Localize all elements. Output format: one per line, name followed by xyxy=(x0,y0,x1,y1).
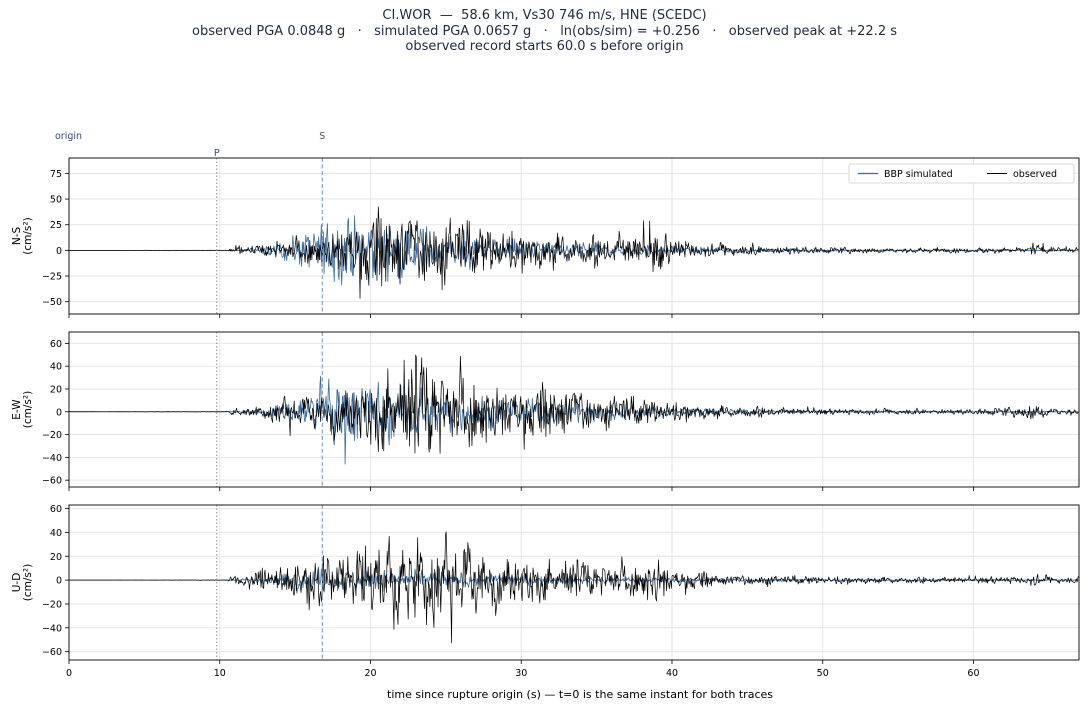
y-tick-label: 60 xyxy=(50,504,62,515)
x-tick-label: 0 xyxy=(66,668,72,679)
panel-frame xyxy=(68,157,1080,315)
legend-box xyxy=(848,163,1075,184)
y-axis-label: E-W(cm/s²) xyxy=(11,391,34,428)
x-tick-label: 20 xyxy=(364,668,376,679)
y-tick-label: −60 xyxy=(42,647,62,658)
panel-1: −50 −25 0 25 50 75 N-S(cm/s²) xyxy=(11,157,1080,318)
s-marker-label: S xyxy=(319,131,325,142)
y-tick-label: −60 xyxy=(42,476,62,487)
observed-trace xyxy=(69,206,1079,299)
chart-title: CI.WOR — 58.6 km, Vs30 746 m/s, HNE (SCE… xyxy=(0,8,1089,55)
legend-observed-label: observed xyxy=(1013,169,1057,180)
y-tick-label: −40 xyxy=(42,623,62,634)
y-tick-label: −50 xyxy=(42,297,62,308)
y-tick-label: −20 xyxy=(42,430,62,441)
x-tick-label: 60 xyxy=(967,668,979,679)
x-tick-label: 30 xyxy=(515,668,527,679)
p-marker-label: P xyxy=(214,148,220,159)
y-tick-label: 20 xyxy=(50,552,62,563)
y-tick-label: 20 xyxy=(50,384,62,395)
x-tick-label: 10 xyxy=(214,668,226,679)
observed-trace xyxy=(69,531,1079,644)
x-axis-label: time since rupture origin (s) — t=0 is t… xyxy=(387,688,773,701)
panel-3: −60 −40 −20 0 20 40 60 0 10 20 30 40 50 60 U-D(cm/s²) xyxy=(11,504,1080,679)
origin-marker-label: origin xyxy=(55,131,82,142)
x-tick-label: 50 xyxy=(817,668,829,679)
title-line-station: CI.WOR — 58.6 km, Vs30 746 m/s, HNE (SCE… xyxy=(382,8,707,23)
y-axis-label: U-D(cm/s²) xyxy=(11,564,34,601)
y-axis-label: N-S(cm/s²) xyxy=(11,217,34,254)
panel-frame xyxy=(68,331,1080,488)
y-tick-label: 50 xyxy=(50,195,62,206)
y-tick-label: 40 xyxy=(50,528,62,539)
y-tick-label: 0 xyxy=(56,576,62,587)
panel-frame xyxy=(68,504,1080,661)
y-tick-label: 25 xyxy=(50,220,62,231)
x-tick-label: 40 xyxy=(666,668,678,679)
y-tick-label: 75 xyxy=(50,169,62,180)
simulated-trace xyxy=(69,375,1079,465)
y-tick-label: 0 xyxy=(56,246,62,257)
title-line-record-start: observed record starts 60.0 s before ori… xyxy=(405,39,684,54)
legend: BBP simulated observed xyxy=(848,163,1075,184)
y-tick-label: 60 xyxy=(50,339,62,350)
title-line-pga: observed PGA 0.0848 g · simulated PGA 0.… xyxy=(191,23,898,39)
observed-trace xyxy=(69,354,1079,454)
y-tick-label: 40 xyxy=(50,362,62,373)
y-tick-label: −20 xyxy=(42,599,62,610)
y-tick-label: −25 xyxy=(42,272,62,283)
legend-simulated-label: BBP simulated xyxy=(884,169,953,180)
y-tick-label: −40 xyxy=(42,453,62,464)
y-tick-label: 0 xyxy=(56,407,62,418)
panel-2: −60 −40 −20 0 20 40 60 E-W(cm/s²) xyxy=(11,331,1080,491)
